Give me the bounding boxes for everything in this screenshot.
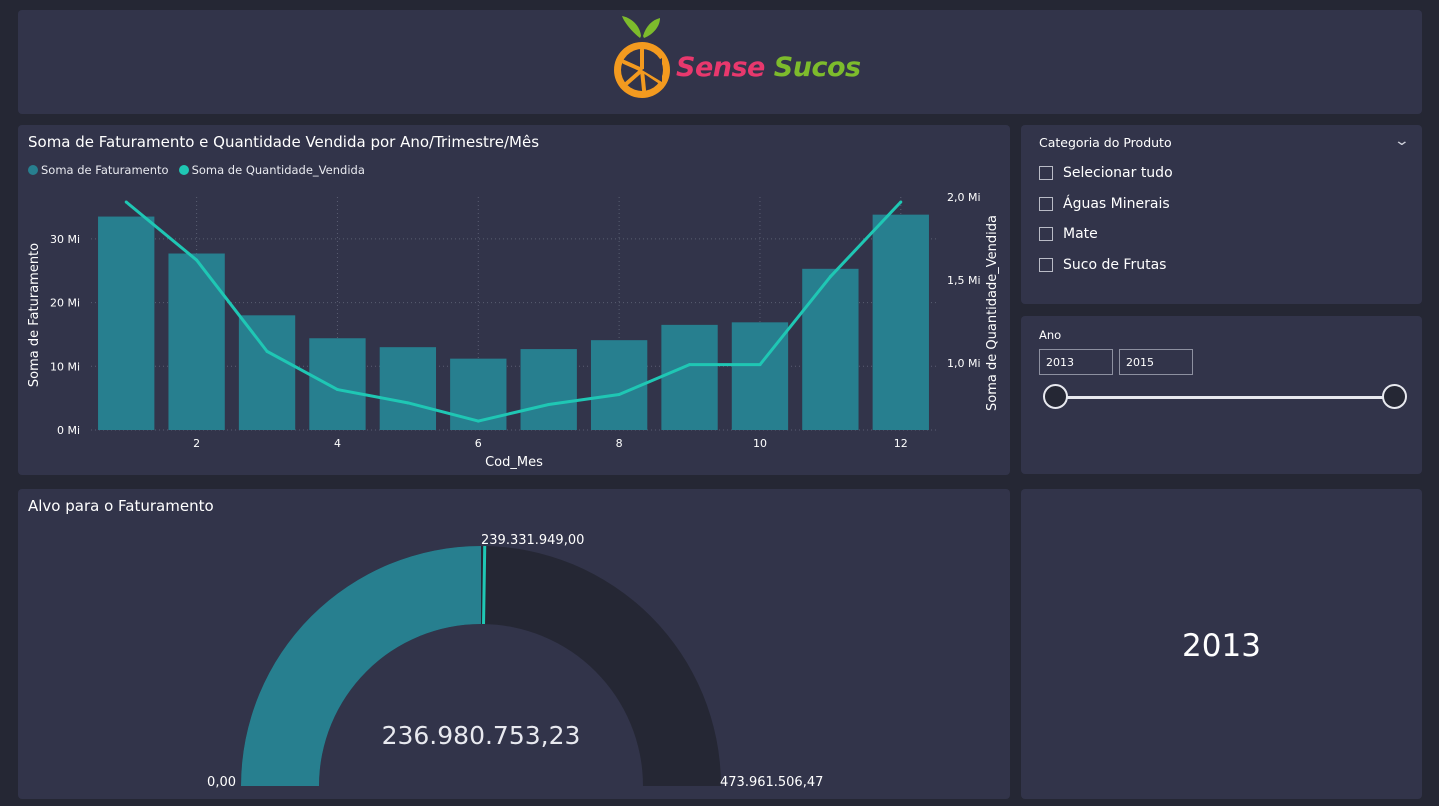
option-label: Suco de Frutas <box>1063 256 1167 273</box>
point-quantidade-vendida <box>547 403 551 406</box>
category-options: Selecionar tudo Águas Minerais Mate Suco… <box>1039 158 1173 280</box>
gauge-visual[interactable]: Alvo para o Faturamento 239.331.949,00 2… <box>18 489 1010 799</box>
point-quantidade-vendida <box>335 388 339 392</box>
brand-word-sense: Sense <box>676 52 765 83</box>
point-quantidade-vendida <box>688 363 692 367</box>
gauge-target-marker <box>482 546 487 625</box>
y-tick-label: 30 Mi <box>50 233 80 246</box>
category-option-aguas-minerais[interactable]: Águas Minerais <box>1039 189 1173 220</box>
bar-faturamento <box>450 358 507 430</box>
legend-label-faturamento: Soma de Faturamento <box>41 163 169 177</box>
brand-word-sucos: Sucos <box>773 52 861 83</box>
chevron-down-icon[interactable]: ⌄ <box>1393 133 1411 149</box>
option-label: Selecionar tudo <box>1063 165 1173 182</box>
bar-faturamento <box>238 315 296 430</box>
brand-name: Sense Sucos <box>676 52 861 83</box>
bar-faturamento <box>872 214 929 430</box>
category-option-select-all[interactable]: Selecionar tudo <box>1039 158 1173 189</box>
chart-title: Soma de Faturamento e Quantidade Vendida… <box>28 133 540 151</box>
y-tick-label: 10 Mi <box>50 360 80 373</box>
x-tick-label: 6 <box>475 437 482 450</box>
gauge-max-label: 473.961.506,47 <box>720 775 823 790</box>
checkbox[interactable] <box>1039 227 1053 242</box>
year-to-input[interactable]: 2015 <box>1119 349 1193 375</box>
legend-label-quantidade: Soma de Quantidade_Vendida <box>191 163 365 177</box>
bar-faturamento <box>520 349 577 430</box>
gauge-plot[interactable]: 239.331.949,00 236.980.753,23 0,00 473.9… <box>18 489 1010 799</box>
bar-faturamento <box>309 338 366 430</box>
category-slicer: Categoria do Produto ⌄ Selecionar tudo Á… <box>1021 125 1422 304</box>
gauge-title: Alvo para o Faturamento <box>28 497 214 515</box>
combo-chart-visual[interactable]: Soma de Faturamento e Quantidade Vendida… <box>18 125 1010 475</box>
x-tick-label: 8 <box>616 437 623 450</box>
point-quantidade-vendida <box>828 275 832 279</box>
point-quantidade-vendida <box>758 363 762 367</box>
year-from-input[interactable]: 2013 <box>1039 349 1113 375</box>
bar-faturamento <box>379 347 437 430</box>
year-range-slicer: Ano 2013 2015 <box>1021 316 1422 474</box>
bar-faturamento <box>98 216 155 430</box>
year-slider-handle-start[interactable] <box>1043 384 1068 409</box>
y-tick-label: 0 Mi <box>57 424 80 437</box>
legend-dot-bar <box>28 165 38 175</box>
year-slider-track[interactable] <box>1055 396 1395 399</box>
line-quantidade-vendida <box>125 200 902 423</box>
point-quantidade-vendida <box>899 200 903 204</box>
category-option-suco-de-frutas[interactable]: Suco de Frutas <box>1039 250 1173 281</box>
point-quantidade-vendida <box>406 401 410 405</box>
header-banner: Sense Sucos <box>18 10 1422 114</box>
gauge-target-label: 239.331.949,00 <box>481 533 584 548</box>
bar-faturamento <box>168 253 225 430</box>
legend-item-quantidade[interactable]: Soma de Quantidade_Vendida <box>178 163 365 177</box>
chart-plot[interactable]: 0 Mi 10 Mi 20 Mi 30 Mi 2 4 6 8 10 12 1,0 Mi 1,5 Mi 2… <box>18 125 1010 475</box>
y2-tick-label: 1,5 Mi <box>947 274 981 287</box>
x-tick-label: 4 <box>334 437 341 450</box>
option-label: Mate <box>1063 226 1098 243</box>
point-quantidade-vendida <box>476 419 480 423</box>
y-axis-title: Soma de Faturamento <box>27 243 42 387</box>
x-tick-label: 2 <box>193 437 200 450</box>
bar-faturamento <box>802 268 859 430</box>
bar-faturamento <box>661 324 718 430</box>
category-option-mate[interactable]: Mate <box>1039 219 1173 250</box>
legend-dot-line <box>178 165 189 175</box>
point-quantidade-vendida <box>265 349 269 353</box>
y2-tick-label: 2,0 Mi <box>947 191 981 204</box>
legend-item-faturamento[interactable]: Soma de Faturamento <box>28 163 169 177</box>
option-label: Águas Minerais <box>1063 195 1170 212</box>
y-tick-label: 20 Mi <box>50 297 80 310</box>
year-slicer-label: Ano <box>1039 328 1062 342</box>
point-quantidade-vendida <box>195 258 199 262</box>
checkbox[interactable] <box>1039 196 1053 211</box>
gauge-value-label: 236.980.753,23 <box>382 721 581 750</box>
x-tick-label: 10 <box>753 437 767 450</box>
chart-legend: Soma de Faturamento Soma de Quantidade_V… <box>28 163 365 177</box>
checkbox[interactable] <box>1039 166 1053 181</box>
y2-axis-title: Soma de Quantidade_Vendida <box>985 215 1000 411</box>
year-card[interactable]: 2013 <box>1021 489 1422 799</box>
gauge-min-label: 0,00 <box>207 775 236 790</box>
year-slider-handle-end[interactable] <box>1382 384 1407 409</box>
category-slicer-title: Categoria do Produto <box>1039 135 1172 150</box>
orange-logo-icon <box>614 16 670 98</box>
y2-tick-label: 1,0 Mi <box>947 357 981 370</box>
checkbox[interactable] <box>1039 257 1053 272</box>
x-tick-label: 12 <box>894 437 908 450</box>
x-axis-title: Cod_Mes <box>485 455 543 470</box>
card-value: 2013 <box>1182 628 1261 664</box>
point-quantidade-vendida <box>124 200 128 204</box>
point-quantidade-vendida <box>617 393 621 397</box>
gauge-value-arc <box>241 546 481 786</box>
